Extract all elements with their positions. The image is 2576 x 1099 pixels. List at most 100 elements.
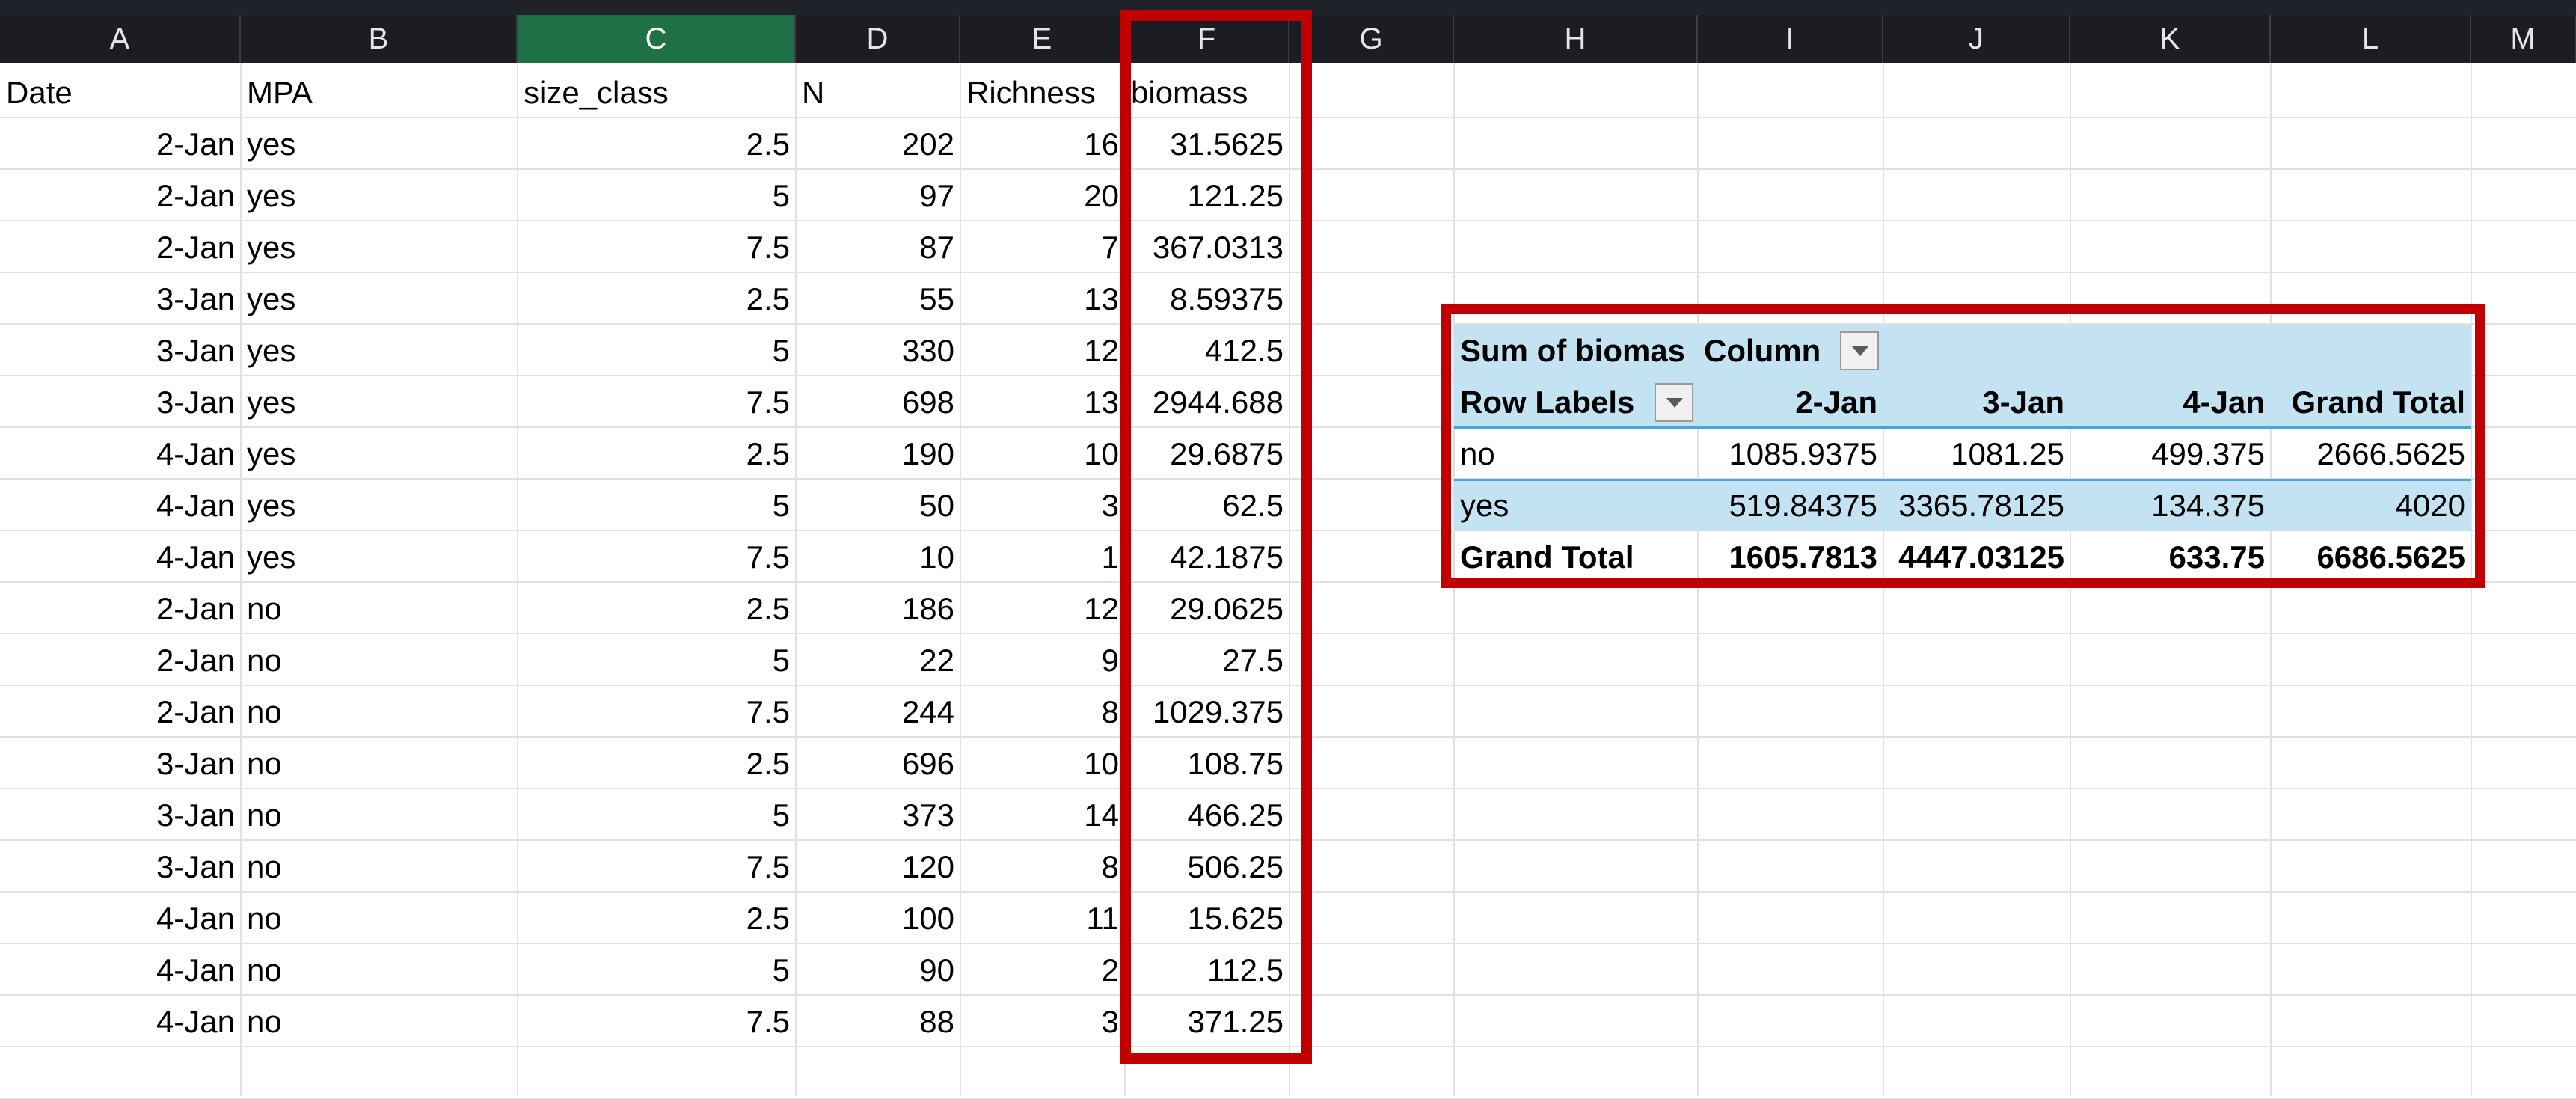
table-cell[interactable]: 330 [901, 333, 954, 368]
table-cell[interactable]: yes [247, 178, 296, 213]
table-cell[interactable]: 1 [1101, 539, 1119, 575]
column-header-d[interactable]: D [796, 15, 960, 63]
table-cell[interactable]: yes [247, 126, 296, 162]
table-cell[interactable]: 14 [1084, 798, 1119, 833]
table-cell[interactable]: 2.5 [746, 746, 790, 781]
table-cell[interactable]: yes [247, 281, 296, 316]
table-cell[interactable]: yes [247, 539, 296, 575]
table-cell[interactable]: yes [247, 333, 296, 368]
pivot-row-label[interactable]: yes [1460, 488, 1509, 523]
table-cell[interactable]: yes [247, 436, 296, 471]
table-cell[interactable]: 3 [1101, 1004, 1119, 1039]
table-cell[interactable]: 412.5 [1204, 333, 1284, 368]
table-cell[interactable]: 367.0313 [1152, 230, 1284, 265]
table-cell[interactable]: 15.625 [1187, 901, 1284, 936]
pivot-column-filter-dropdown-icon[interactable] [1840, 331, 1879, 370]
column-header-e[interactable]: E [960, 15, 1125, 63]
table-cell[interactable]: 88 [919, 1004, 954, 1039]
table-cell[interactable]: 4-Jan [156, 539, 235, 575]
table-cell[interactable]: no [247, 798, 282, 833]
table-cell[interactable]: no [247, 1004, 282, 1039]
table-cell[interactable]: 2.5 [746, 436, 790, 471]
table-cell[interactable]: 5 [772, 798, 790, 833]
table-cell[interactable]: 3-Jan [156, 849, 235, 884]
table-cell[interactable]: 7.5 [746, 539, 790, 575]
table-cell[interactable]: 2 [1101, 952, 1119, 988]
table-cell[interactable]: 97 [919, 178, 954, 213]
table-cell[interactable]: 87 [919, 230, 954, 265]
table-cell[interactable]: 2-Jan [156, 230, 235, 265]
table-cell[interactable]: 2-Jan [156, 178, 235, 213]
column-header-g[interactable]: G [1289, 15, 1454, 63]
table-cell[interactable]: 12 [1084, 591, 1119, 626]
pivot-grand-total-cell[interactable]: 1605.7813 [1729, 539, 1877, 575]
table-cell[interactable]: 1029.375 [1152, 694, 1284, 729]
table-cell[interactable]: 55 [919, 281, 954, 316]
table-cell[interactable]: no [247, 643, 282, 678]
table-cell[interactable]: 5 [772, 333, 790, 368]
column-header-f[interactable]: F [1125, 15, 1289, 63]
header-cell-mpa[interactable]: MPA [247, 75, 313, 110]
table-cell[interactable]: 4-Jan [156, 488, 235, 523]
column-header-m[interactable]: M [2471, 15, 2576, 63]
pivot-grand-total-cell[interactable]: 4447.03125 [1898, 539, 2064, 575]
pivot-value-cell[interactable]: 519.84375 [1729, 488, 1877, 523]
table-cell[interactable]: 4-Jan [156, 952, 235, 988]
table-cell[interactable]: 27.5 [1222, 643, 1284, 678]
pivot-grand-total-cell[interactable]: 6686.5625 [2316, 539, 2465, 575]
table-cell[interactable]: 7 [1101, 230, 1119, 265]
table-cell[interactable]: 7.5 [746, 1004, 790, 1039]
pivot-value-cell[interactable]: 3365.78125 [1898, 488, 2064, 523]
table-cell[interactable]: no [247, 901, 282, 936]
table-cell[interactable]: 62.5 [1222, 488, 1284, 523]
table-cell[interactable]: 2-Jan [156, 126, 235, 162]
table-cell[interactable]: 100 [901, 901, 954, 936]
table-cell[interactable]: 13 [1084, 385, 1119, 420]
column-header-i[interactable]: I [1698, 15, 1883, 63]
table-cell[interactable]: no [247, 591, 282, 626]
table-cell[interactable]: 20 [1084, 178, 1119, 213]
header-cell-biomass[interactable]: biomass [1131, 75, 1248, 110]
table-cell[interactable]: 2-Jan [156, 694, 235, 729]
table-cell[interactable]: 12 [1084, 333, 1119, 368]
table-cell[interactable]: 2-Jan [156, 643, 235, 678]
table-cell[interactable]: yes [247, 385, 296, 420]
table-cell[interactable]: 3-Jan [156, 281, 235, 316]
table-cell[interactable]: 120 [901, 849, 954, 884]
pivot-value-cell[interactable]: 134.375 [2151, 488, 2265, 523]
table-cell[interactable]: 16 [1084, 126, 1119, 162]
column-header-h[interactable]: H [1454, 15, 1698, 63]
table-cell[interactable]: 2.5 [746, 901, 790, 936]
table-cell[interactable]: 8.59375 [1170, 281, 1284, 316]
table-cell[interactable]: 696 [901, 746, 954, 781]
table-cell[interactable]: 11 [1086, 901, 1119, 936]
table-cell[interactable]: 31.5625 [1170, 126, 1284, 162]
table-cell[interactable]: 3-Jan [156, 746, 235, 781]
table-cell[interactable]: no [247, 952, 282, 988]
table-cell[interactable]: 2.5 [746, 281, 790, 316]
table-cell[interactable]: 7.5 [746, 385, 790, 420]
column-header-c[interactable]: C [518, 15, 796, 63]
table-cell[interactable]: 13 [1084, 281, 1119, 316]
table-cell[interactable]: 506.25 [1187, 849, 1284, 884]
table-cell[interactable]: 5 [772, 178, 790, 213]
table-cell[interactable]: 186 [901, 591, 954, 626]
header-cell-size_class[interactable]: size_class [524, 75, 669, 110]
table-cell[interactable]: no [247, 746, 282, 781]
table-cell[interactable]: 190 [901, 436, 954, 471]
pivot-value-cell[interactable]: 1081.25 [1951, 436, 2064, 471]
table-cell[interactable]: 42.1875 [1170, 539, 1284, 575]
table-cell[interactable]: 2-Jan [156, 591, 235, 626]
table-cell[interactable]: 3 [1101, 488, 1119, 523]
column-header-k[interactable]: K [2070, 15, 2271, 63]
table-cell[interactable]: 10 [1084, 746, 1119, 781]
table-cell[interactable]: 4-Jan [156, 901, 235, 936]
table-cell[interactable]: 373 [901, 798, 954, 833]
table-cell[interactable]: 244 [901, 694, 954, 729]
table-cell[interactable]: 7.5 [746, 849, 790, 884]
table-cell[interactable]: 3-Jan [156, 333, 235, 368]
column-header-j[interactable]: J [1883, 15, 2070, 63]
table-cell[interactable]: 5 [772, 643, 790, 678]
table-cell[interactable]: 29.6875 [1170, 436, 1284, 471]
table-cell[interactable]: 202 [901, 126, 954, 162]
